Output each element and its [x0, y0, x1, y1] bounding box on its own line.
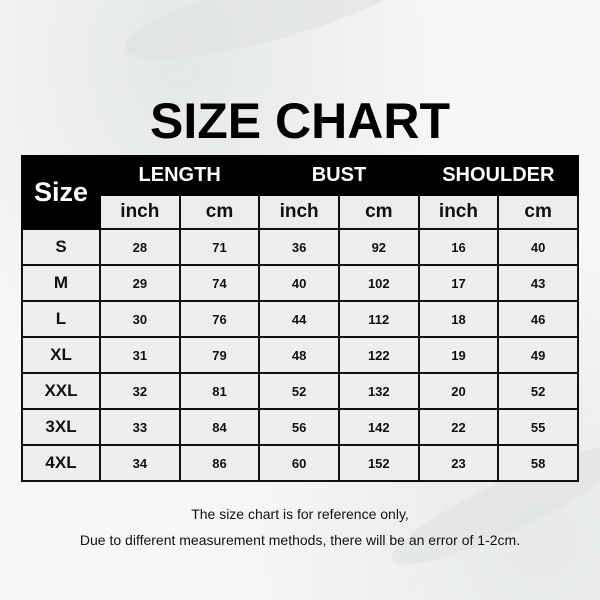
size-label: 3XL: [21, 408, 101, 446]
table-cell: 36: [258, 228, 340, 266]
table-cell: 19: [417, 336, 500, 374]
unit-header: cm: [178, 194, 261, 230]
table-cell: 44: [258, 300, 340, 338]
table-row: S 28 71 36 92 16 40: [21, 228, 579, 266]
table-cell: 86: [178, 444, 261, 482]
note-line: Due to different measurement methods, th…: [79, 532, 521, 548]
table-cell: 48: [258, 336, 340, 374]
table-cell: 29: [99, 264, 181, 302]
table-cell: 132: [337, 372, 420, 410]
size-label: S: [21, 228, 101, 266]
table-cell: 74: [178, 264, 261, 302]
table-cell: 40: [258, 264, 340, 302]
table-row: M 29 74 40 102 17 43: [21, 264, 579, 302]
table-row: XL 31 79 48 122 19 49: [21, 336, 579, 374]
table-cell: 71: [178, 228, 261, 266]
unit-header: cm: [337, 194, 420, 230]
table-cell: 55: [497, 408, 579, 446]
size-label: XXL: [21, 372, 101, 410]
size-label: XL: [21, 336, 101, 374]
size-label: M: [21, 264, 101, 302]
size-label: L: [21, 300, 101, 338]
table-cell: 122: [337, 336, 420, 374]
table-cell: 52: [258, 372, 340, 410]
table-cell: 152: [337, 444, 420, 482]
table-cell: 102: [337, 264, 420, 302]
size-header: Size: [21, 155, 101, 230]
table-cell: 18: [417, 300, 500, 338]
table-cell: 56: [258, 408, 340, 446]
table-row: 3XL 33 84 56 142 22 55: [21, 408, 579, 446]
table-cell: 79: [178, 336, 261, 374]
table-cell: 43: [497, 264, 579, 302]
table-cell: 20: [417, 372, 500, 410]
table-cell: 112: [337, 300, 420, 338]
leaf-decoration: [117, 0, 423, 78]
table-cell: 34: [99, 444, 181, 482]
table-cell: 81: [178, 372, 261, 410]
table-cell: 16: [417, 228, 500, 266]
group-header: SHOULDER: [417, 155, 580, 196]
page-title: SIZE CHART: [150, 93, 450, 149]
group-header: BUST: [258, 155, 420, 196]
size-chart-table: Size LENGTH BUST SHOULDER inch cm inch cm in…: [21, 155, 580, 482]
table-cell: 33: [99, 408, 181, 446]
unit-header: inch: [99, 194, 181, 230]
table-cell: 142: [337, 408, 420, 446]
table-cell: 92: [337, 228, 420, 266]
table-cell: 31: [99, 336, 181, 374]
table-cell: 23: [417, 444, 500, 482]
table-cell: 46: [497, 300, 579, 338]
size-label: 4XL: [21, 444, 101, 482]
table-row: 4XL 34 86 60 152 23 58: [21, 444, 579, 482]
table-cell: 60: [258, 444, 340, 482]
table-cell: 28: [99, 228, 181, 266]
table-cell: 76: [178, 300, 261, 338]
table-cell: 40: [497, 228, 579, 266]
table-cell: 30: [99, 300, 181, 338]
table-cell: 17: [417, 264, 500, 302]
table-cell: 52: [497, 372, 579, 410]
table-cell: 58: [497, 444, 579, 482]
unit-header: cm: [497, 194, 579, 230]
table-cell: 32: [99, 372, 181, 410]
table-cell: 49: [497, 336, 579, 374]
unit-header: inch: [417, 194, 500, 230]
table-cell: 84: [178, 408, 261, 446]
unit-header: inch: [258, 194, 340, 230]
table-row: XXL 32 81 52 132 20 52: [21, 372, 579, 410]
table-row: L 30 76 44 112 18 46: [21, 300, 579, 338]
table-cell: 22: [417, 408, 500, 446]
group-header: LENGTH: [98, 155, 261, 196]
note-line: The size chart is for reference only,: [191, 506, 409, 522]
